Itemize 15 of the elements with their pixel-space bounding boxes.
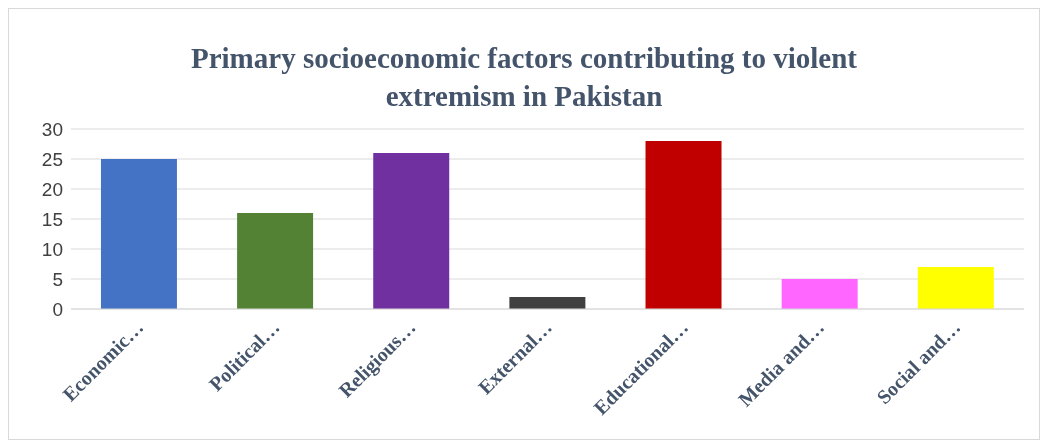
bar [373,153,450,309]
y-tick-label: 10 [41,238,63,260]
bar [509,297,586,309]
bar [645,141,722,309]
bar [781,279,858,309]
y-tick-label: 0 [52,298,63,320]
y-tick-label: 25 [41,148,63,170]
bar [917,267,994,309]
y-tick-label: 30 [41,118,63,140]
y-tick-label: 5 [52,268,63,290]
bar [237,213,314,309]
chart-title: Primary socioeconomic factors contributing to violent extremism in Pakistan [189,41,859,114]
y-tick-label: 20 [41,178,63,200]
bar [100,159,177,309]
y-tick-label: 15 [41,208,63,230]
